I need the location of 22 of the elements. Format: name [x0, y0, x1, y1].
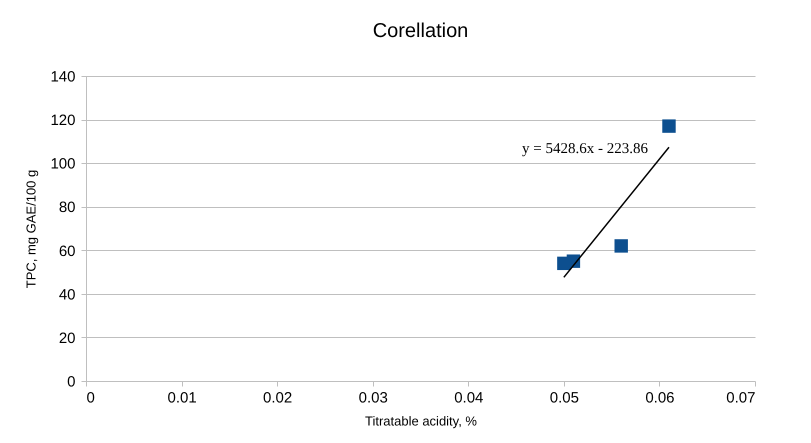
y-tick-label: 0 [67, 374, 76, 390]
annotation: y = 5428.6x - 223.86 [522, 141, 648, 157]
y-tick-label: 60 [58, 242, 76, 260]
x-tick-label: 0.03 [358, 390, 388, 406]
y-tick-label: 100 [50, 156, 76, 173]
x-tick-label: 0.06 [645, 390, 675, 406]
x-axis-title: Titratable acidity, % [365, 414, 478, 428]
x-tick-label: 0.05 [550, 390, 579, 406]
y-tick-label: 20 [58, 330, 76, 347]
x-tick-label: 0 [86, 390, 95, 406]
y-tick-label: 80 [58, 199, 76, 216]
x-tick-label: 0.02 [263, 390, 292, 406]
x-tick-label: 0.07 [726, 390, 756, 406]
y-axis-title: TPC, mg GAE/100 g [23, 170, 38, 288]
y-tick-label: 40 [58, 286, 76, 304]
x-tick-label: 0.01 [167, 390, 197, 406]
y-tick-label: 140 [50, 68, 76, 86]
point [662, 119, 676, 133]
y-tick-label: 120 [50, 112, 76, 130]
x-tick-label: 0.04 [454, 390, 484, 406]
chart-title: Corellation [372, 20, 468, 42]
point [614, 239, 628, 253]
